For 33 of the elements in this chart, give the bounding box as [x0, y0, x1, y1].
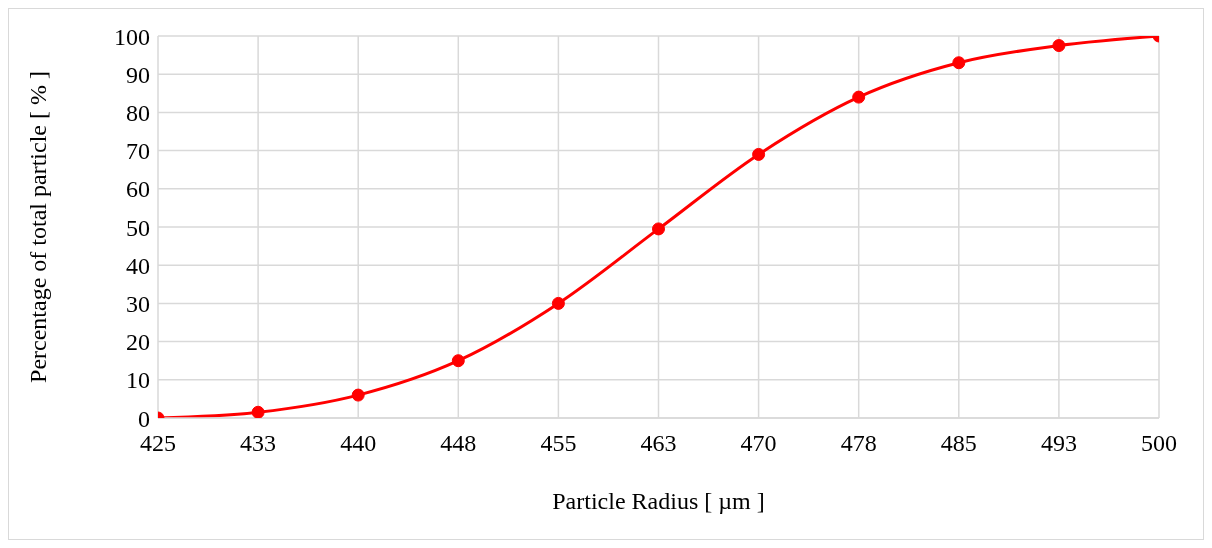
y-axis-title: Percentage of total particle [ % ] [24, 71, 51, 383]
point [451, 354, 465, 368]
y-tick-label: 50 [126, 214, 150, 241]
x-tick-label: 448 [440, 430, 477, 457]
x-tick-label: 470 [740, 430, 777, 457]
y-tick-label: 0 [138, 405, 150, 432]
x-tick-label: 440 [340, 430, 377, 457]
y-tick-label: 70 [126, 138, 150, 165]
point [852, 90, 866, 104]
y-tick-label: 10 [126, 367, 150, 394]
point [952, 56, 966, 70]
point [551, 296, 565, 310]
point [752, 147, 766, 161]
x-tick-label: 478 [840, 430, 877, 457]
y-tick-label: 20 [126, 329, 150, 356]
point [1052, 39, 1066, 53]
x-tick-label: 493 [1040, 430, 1077, 457]
x-tick-label: 500 [1141, 430, 1177, 457]
y-tick-label: 60 [126, 176, 150, 203]
x-tick-label: 425 [140, 430, 176, 457]
point [652, 222, 665, 236]
x-tick-label: 463 [640, 430, 677, 457]
point [351, 388, 365, 402]
y-tick-label: 30 [126, 290, 150, 317]
x-tick-label: 485 [940, 430, 977, 457]
y-tick-label: 90 [126, 61, 150, 88]
y-tick-label: 100 [114, 23, 150, 50]
y-tick-label: 40 [126, 252, 150, 279]
x-axis-title: Particle Radius [ µm ] [552, 488, 765, 514]
y-tick-label: 80 [126, 99, 150, 126]
x-tick-label: 455 [540, 430, 577, 457]
point [251, 405, 265, 418]
x-tick-label: 433 [240, 430, 277, 457]
